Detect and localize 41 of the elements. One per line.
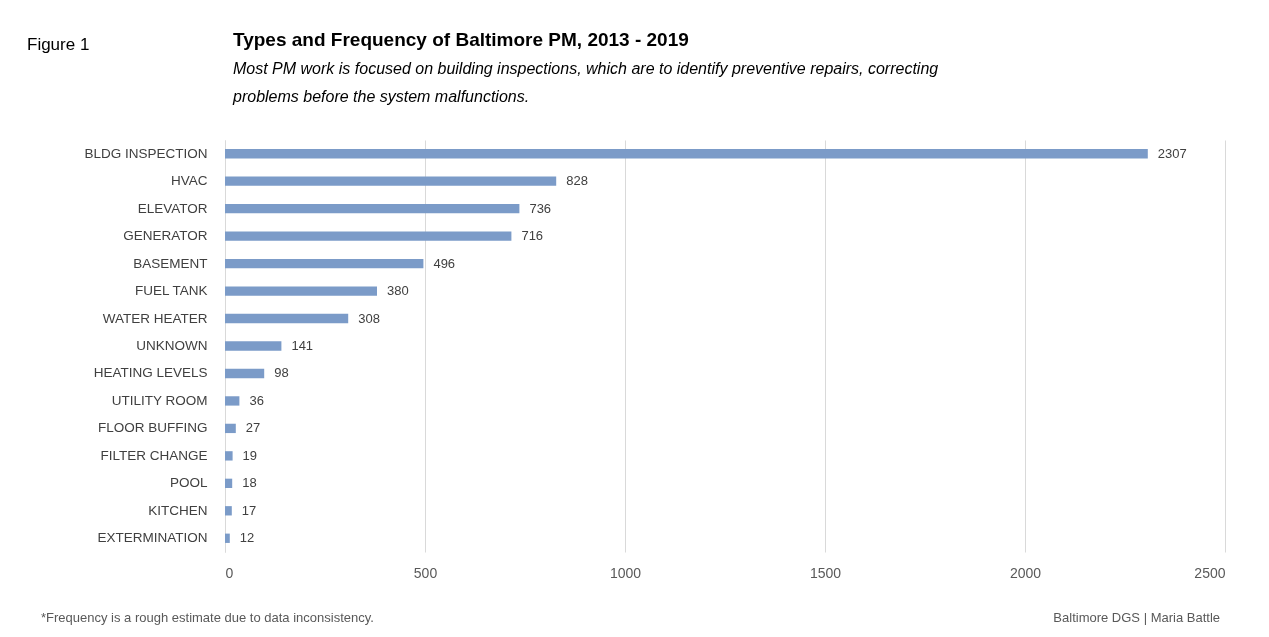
chart-subtitle: Most PM work is focused on building inspections, which are to identify preventive repairs, correcting problems before the system malfunctions. <box>232 60 939 105</box>
data-label: 19 <box>242 447 258 463</box>
x-tick-label: 0 <box>225 564 234 581</box>
chart-title: Types and Frequency of Baltimore PM, 2013 - 2019 <box>233 29 689 50</box>
data-label: 828 <box>566 173 588 189</box>
x-tick-label: 1000 <box>609 564 642 581</box>
y-tick-label: GENERATOR <box>123 228 208 244</box>
y-tick-label: FUEL TANK <box>134 283 208 299</box>
y-tick-label: UTILITY ROOM <box>111 392 208 408</box>
x-tick-label: 2500 <box>1194 564 1226 581</box>
y-tick-label: BLDG INSPECTION <box>84 145 208 161</box>
data-label: 2307 <box>1157 145 1187 161</box>
y-tick-label: ELEVATOR <box>137 200 208 216</box>
data-label: 716 <box>521 228 544 244</box>
data-label: 736 <box>529 200 552 216</box>
data-label: 36 <box>249 392 264 408</box>
data-label: 12 <box>239 530 255 546</box>
y-tick-label: HVAC <box>170 173 208 189</box>
data-label: 98 <box>274 365 289 381</box>
data-label: 27 <box>245 420 261 436</box>
y-tick-label: FILTER CHANGE <box>100 447 208 463</box>
data-label: 308 <box>358 310 380 326</box>
y-tick-label: UNKNOWN <box>136 338 208 353</box>
x-tick-label: 2000 <box>1009 564 1042 581</box>
data-label: 380 <box>387 283 409 299</box>
data-label: 496 <box>433 255 456 271</box>
caption: Figure 1 <box>27 35 90 54</box>
y-tick-label: EXTERMINATION <box>97 530 208 546</box>
data-label: 18 <box>242 475 257 491</box>
y-tick-label: WATER HEATER <box>102 310 208 326</box>
text: Baltimore DGS | Maria Battle <box>1053 610 1220 625</box>
y-tick-label: KITCHEN <box>148 502 208 518</box>
data-label: 141 <box>291 338 314 353</box>
y-tick-label: POOL <box>169 475 208 491</box>
y-tick-label: BASEMENT <box>133 255 208 271</box>
text: *Frequency is a rough estimate due to data inconsistency. <box>41 610 374 625</box>
x-tick-label: 1500 <box>809 564 842 581</box>
x-tick-label: 500 <box>413 564 438 581</box>
y-tick-label: FLOOR BUFFING <box>97 420 208 436</box>
data-label: 17 <box>241 502 257 518</box>
y-tick-label: HEATING LEVELS <box>93 365 208 381</box>
